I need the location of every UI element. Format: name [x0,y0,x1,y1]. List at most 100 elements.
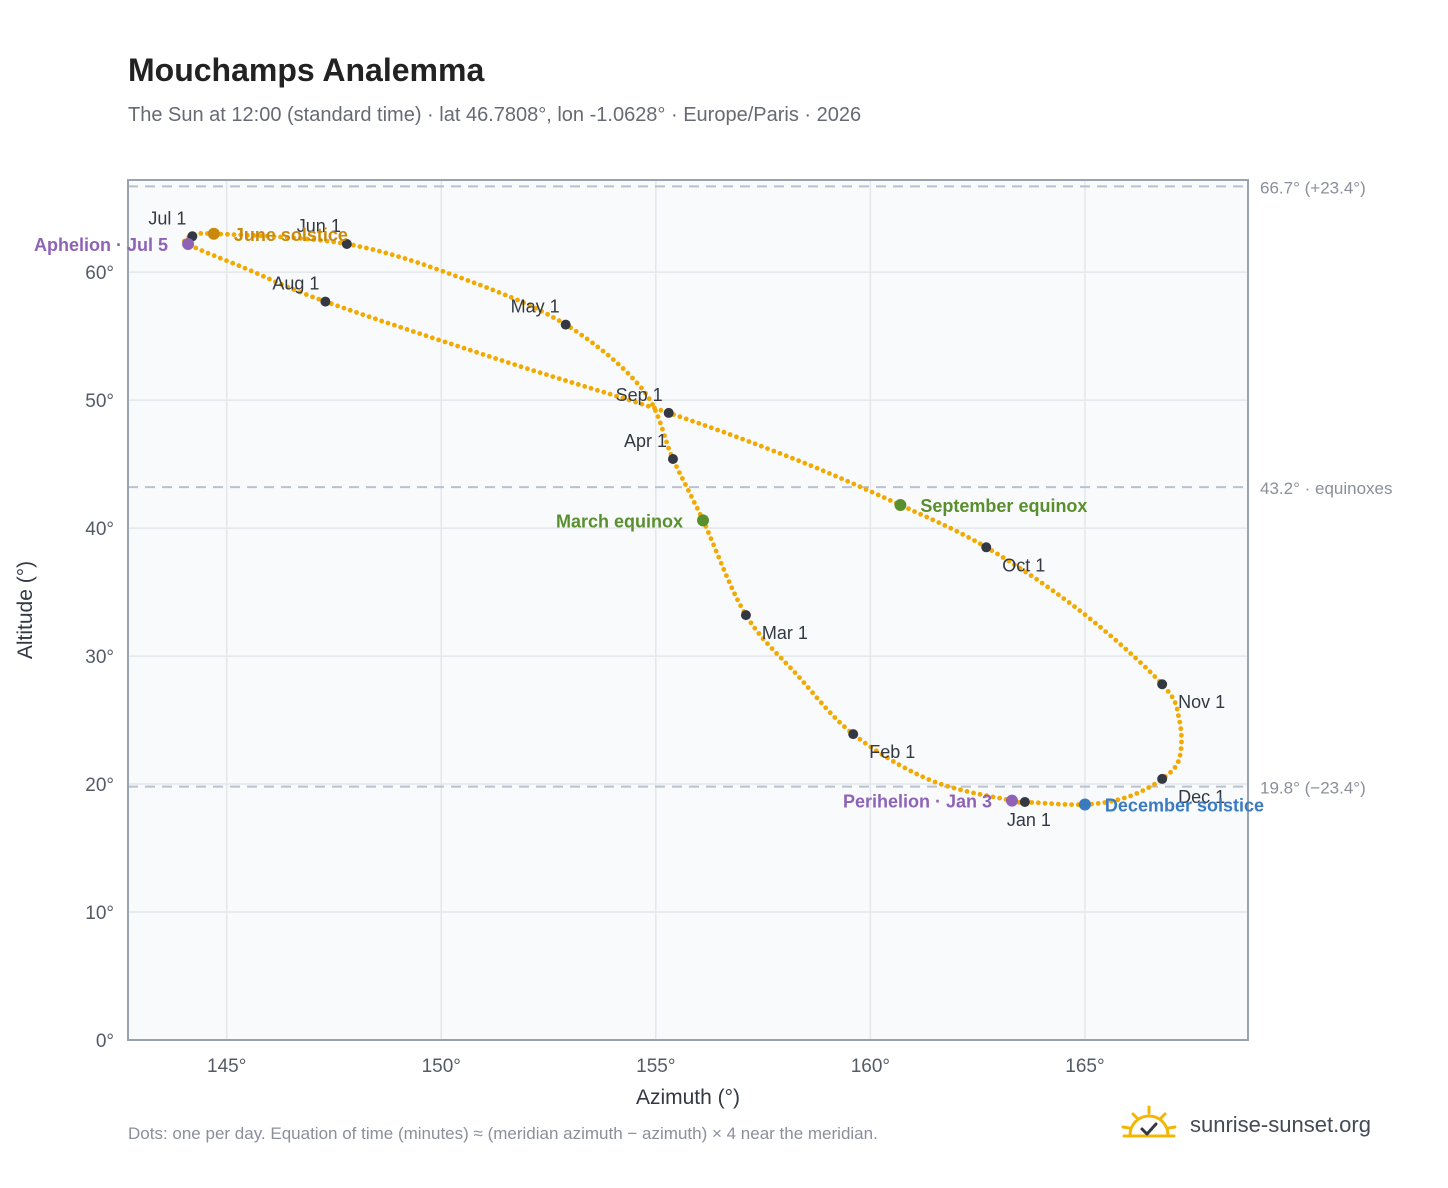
day-dot [271,234,277,239]
day-dot [1165,689,1171,694]
y-tick-label: 30° [85,647,114,668]
day-dot [783,453,789,459]
event-label: December solstice [1105,796,1264,816]
day-dot [765,641,770,647]
day-dot [1146,785,1152,790]
day-dot [311,237,317,243]
plot-area [128,180,1248,1040]
chart-subtitle: The Sun at 12:00 (standard time) · lat 4… [128,104,862,126]
day-dot [539,308,544,314]
day-dot [224,258,229,264]
event-marker [182,237,195,250]
day-dot [783,660,789,666]
day-dot [746,439,752,444]
day-dot [765,446,770,451]
day-dot [873,748,879,754]
day-dot [930,517,936,523]
day-dot [879,752,885,757]
day-dot [254,271,260,276]
day-dot [708,536,714,542]
day-dot [977,541,983,547]
sunrise-logo-icon [1121,1105,1177,1138]
day-dot [385,320,391,326]
month-label: Feb 1 [869,742,915,762]
day-dot [499,358,505,363]
month-marker [667,453,678,464]
month-label: May 1 [511,297,560,317]
day-dot [1087,616,1093,622]
day-dot [471,280,477,286]
day-dot [857,484,863,490]
day-dot [211,253,217,259]
day-dot [1072,604,1077,609]
day-dot [680,476,685,481]
day-dot [531,368,537,374]
day-dot [837,719,842,725]
day-dot [683,416,689,422]
day-dot [851,481,857,487]
day-dot [1178,726,1184,732]
day-dot [459,275,464,281]
day-dot [752,625,758,631]
day-dot [620,395,626,401]
day-dot [347,307,353,313]
event-label: September equinox [920,496,1087,516]
month-marker [1157,679,1168,690]
month-label: Mar 1 [762,623,808,643]
day-dot [440,268,446,274]
day-dot [392,322,397,328]
day-dot [677,414,683,420]
day-dot [1039,580,1045,586]
day-dot [732,591,737,597]
day-dot [284,235,290,240]
day-dot [908,768,914,774]
day-dot [442,339,448,345]
day-dot [756,631,762,636]
day-dot [490,287,496,293]
day-dot [521,300,526,306]
day-dot [694,505,700,511]
day-dot [729,585,735,591]
day-dot [436,337,441,343]
day-dot [1152,781,1157,787]
event-label: March equinox [556,511,683,531]
day-dot [690,418,695,424]
day-dot [788,665,793,671]
day-dot [1028,573,1034,578]
day-dot [556,318,562,324]
day-dot [230,260,236,266]
day-dot [971,790,976,796]
day-dot [964,789,970,794]
day-dot [579,332,585,338]
day-dot [527,303,532,308]
day-dot [1103,629,1108,634]
day-dot [1062,802,1068,807]
day-dot [373,316,378,322]
day-dot [677,470,682,475]
day-dot [1035,800,1041,806]
day-dot [590,340,595,346]
day-dot [318,237,323,243]
day-dot [615,361,621,367]
day-dot [842,724,847,730]
day-dot [434,266,439,272]
day-dot [802,460,808,466]
day-dot [748,620,754,626]
day-dot [664,439,669,445]
day-dot [658,407,664,413]
day-dot [337,240,343,246]
day-dot [1121,795,1127,801]
day-dot [657,420,663,426]
day-dot [1113,637,1119,643]
day-dot [702,423,708,428]
day-dot [429,335,435,341]
y-tick-label: 20° [85,775,114,796]
day-dot [364,245,369,251]
day-dot [706,530,711,535]
day-dot [839,476,844,481]
brand-link[interactable]: sunrise-sunset.org [1190,1112,1371,1137]
day-dot [827,710,833,716]
day-dot [633,399,638,405]
day-dot [544,372,549,377]
brand[interactable]: sunrise-sunset.org [1120,1100,1371,1150]
